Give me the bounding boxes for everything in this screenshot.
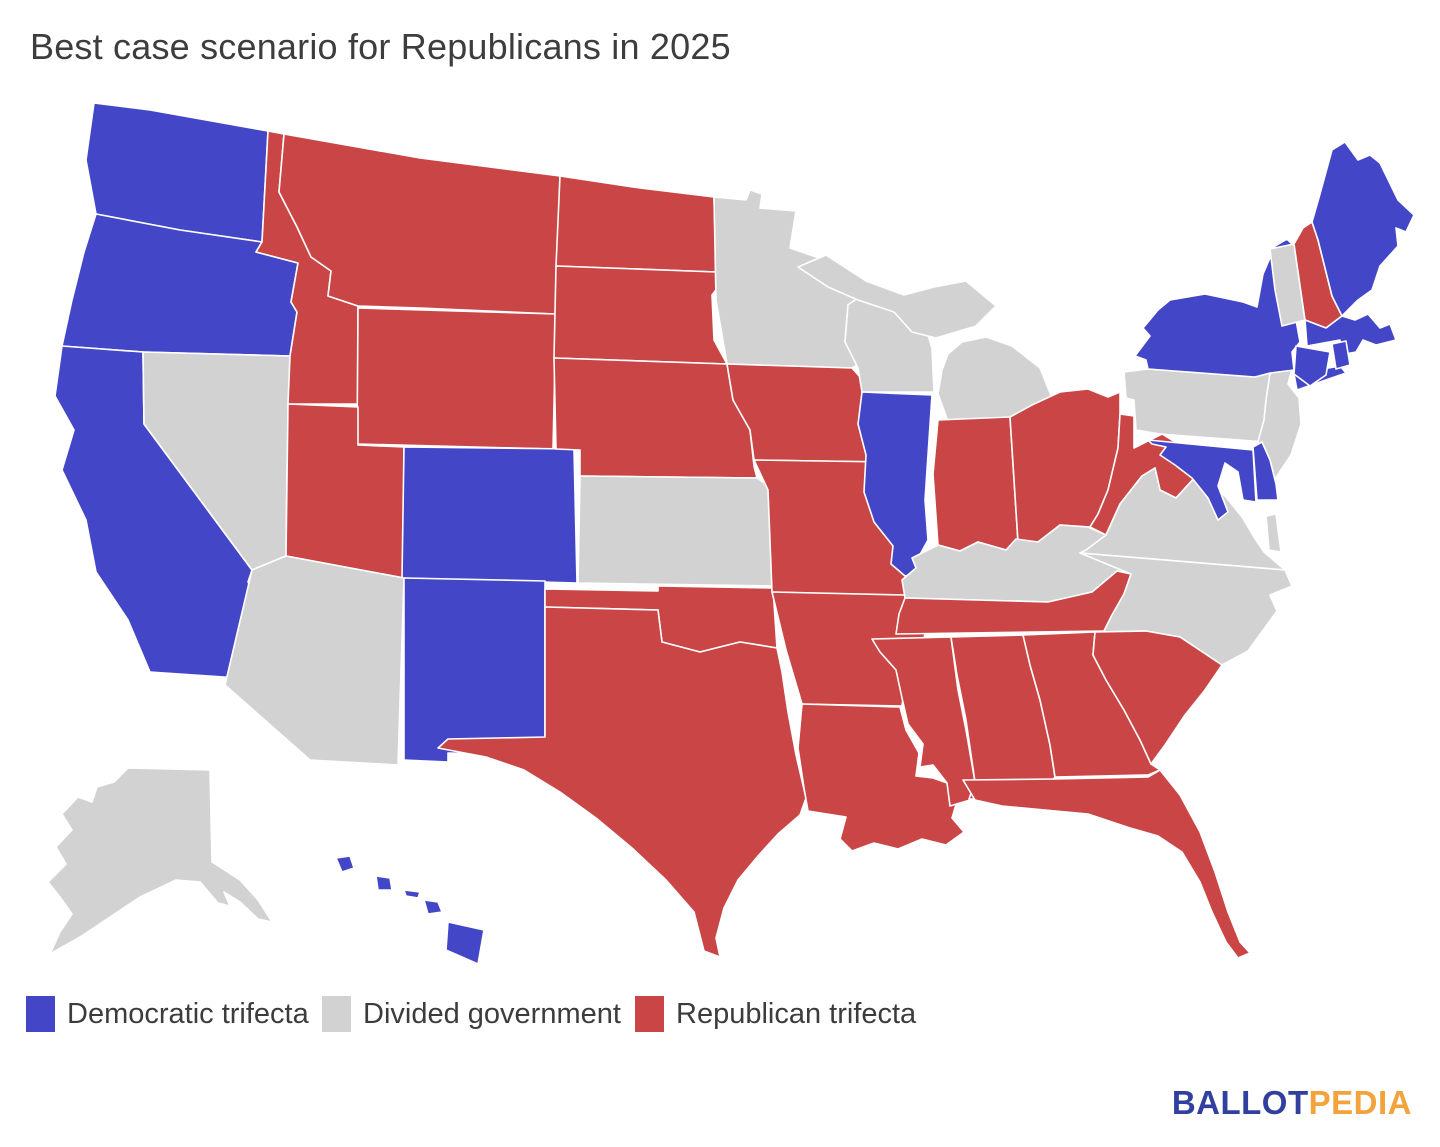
legend-label-divided: Divided government: [363, 997, 621, 1030]
legend-item-republican: Republican trifecta: [635, 994, 916, 1034]
legend: Democratic trifecta Divided government R…: [0, 994, 1440, 1038]
state-pennsylvania[interactable]: Pennsylvania: [1123, 368, 1271, 443]
state-indiana[interactable]: Indiana: [932, 416, 1019, 552]
legend-swatch-divided: [322, 996, 351, 1032]
state-florida[interactable]: Florida: [962, 769, 1251, 959]
state-maryland[interactable]: Maryland: [1147, 439, 1257, 521]
legend-swatch-republican: [635, 996, 664, 1032]
state-kansas[interactable]: Kansas: [577, 475, 776, 587]
state-south-dakota[interactable]: South Dakota: [553, 265, 728, 365]
state-delaware[interactable]: Delaware: [1252, 441, 1279, 501]
legend-item-democratic: Democratic trifecta: [26, 994, 309, 1034]
legend-item-divided: Divided government: [322, 994, 621, 1034]
state-new-mexico[interactable]: New Mexico: [403, 577, 546, 763]
state-louisiana[interactable]: Louisiana: [797, 703, 965, 852]
states-group: AlaskaHawaiiWashingtonOregonCaliforniaNe…: [47, 102, 1415, 965]
ballotpedia-logo: BALLOTPEDIA: [1172, 1084, 1412, 1122]
logo-text-primary: BALLOT: [1171, 1084, 1309, 1121]
state-texas[interactable]: Texas: [437, 606, 807, 958]
state-alaska[interactable]: Alaska: [47, 767, 273, 955]
state-hawaii[interactable]: Hawaii: [335, 855, 485, 965]
state-north-dakota[interactable]: North Dakota: [555, 175, 717, 273]
state-south-carolina[interactable]: South Carolina: [1092, 630, 1223, 765]
legend-label-democratic: Democratic trifecta: [67, 997, 309, 1030]
state-colorado[interactable]: Colorado: [401, 446, 578, 584]
state-montana[interactable]: Montana: [278, 133, 561, 315]
state-rhode-island[interactable]: Rhode Island: [1331, 340, 1351, 370]
legend-swatch-democratic: [26, 996, 55, 1032]
state-mississippi[interactable]: Mississippi: [871, 636, 976, 807]
logo-text-secondary: PEDIA: [1308, 1084, 1412, 1121]
state-connecticut[interactable]: Connecticut: [1293, 345, 1331, 387]
state-nebraska[interactable]: Nebraska: [553, 357, 758, 479]
state-arizona[interactable]: Arizona: [224, 555, 405, 766]
state-wyoming[interactable]: Wyoming: [356, 307, 557, 450]
legend-label-republican: Republican trifecta: [676, 997, 917, 1030]
page-title: Best case scenario for Republicans in 20…: [30, 26, 731, 67]
state-illinois[interactable]: Illinois: [857, 391, 933, 577]
